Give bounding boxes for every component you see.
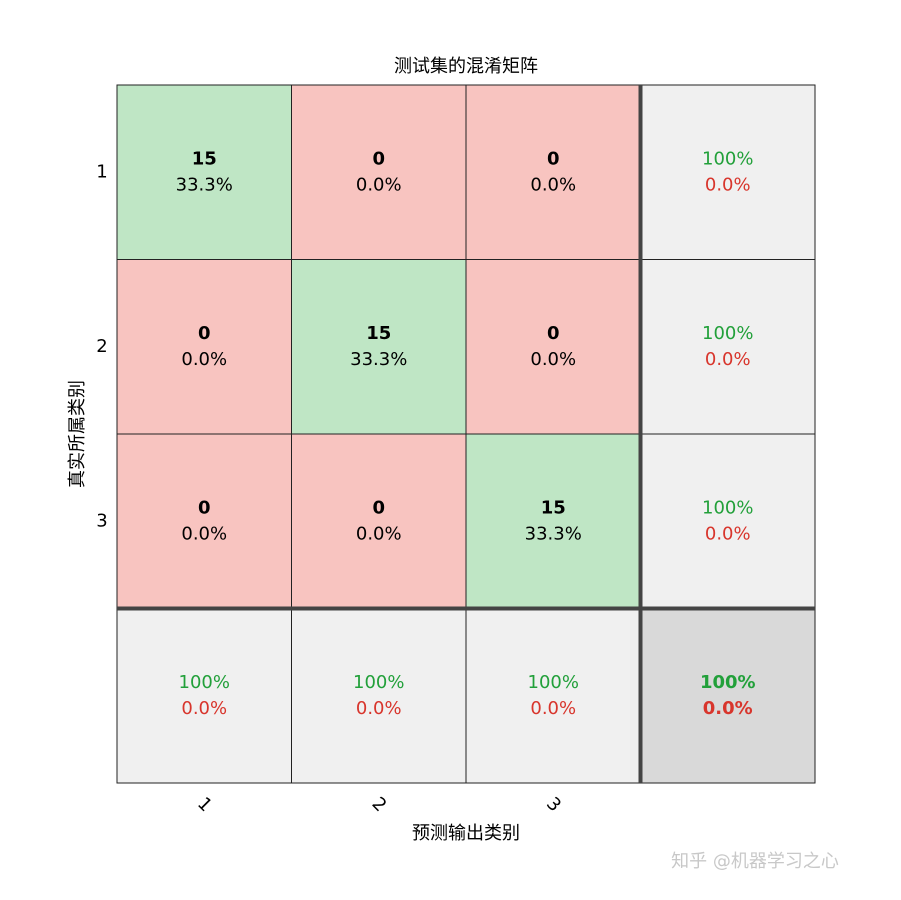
- column-summary: [465, 608, 641, 784]
- matrix-cell: [291, 433, 467, 609]
- cell-percent: 0.0%: [181, 523, 227, 544]
- matrix-cell: [116, 433, 292, 609]
- total-summary-bad: 0.0%: [703, 698, 753, 719]
- y-tick-label: 1: [96, 161, 107, 182]
- matrix-cell: [291, 259, 467, 435]
- cell-count: 0: [372, 148, 385, 169]
- column-summary-bad: 0.0%: [181, 698, 227, 719]
- cell-percent: 0.0%: [356, 523, 402, 544]
- column-summary-bad: 0.0%: [356, 698, 402, 719]
- column-summary-good: 100%: [528, 672, 579, 693]
- cell-count: 0: [198, 497, 211, 518]
- row-summary: [640, 84, 816, 260]
- cell-percent: 33.3%: [350, 349, 407, 370]
- y-tick-label: 3: [96, 510, 107, 531]
- column-summary-good: 100%: [179, 672, 230, 693]
- cell-percent: 33.3%: [176, 174, 233, 195]
- y-tick-label: 2: [96, 336, 107, 357]
- row-summary-bad: 0.0%: [705, 523, 751, 544]
- x-axis-label: 预测输出类别: [412, 823, 520, 844]
- matrix-cell: [465, 259, 641, 435]
- column-summary-good: 100%: [353, 672, 404, 693]
- cell-percent: 0.0%: [181, 349, 227, 370]
- cell-count: 15: [192, 148, 217, 169]
- cell-count: 0: [547, 323, 560, 344]
- matrix-cell: [465, 84, 641, 260]
- cell-count: 15: [366, 323, 391, 344]
- row-summary-good: 100%: [702, 148, 753, 169]
- column-summary: [291, 608, 467, 784]
- y-axis-label: 真实所属类别: [67, 380, 88, 488]
- column-summary: [116, 608, 292, 784]
- matrix-cell: [116, 259, 292, 435]
- matrix-cell: [116, 84, 292, 260]
- cell-count: 0: [547, 148, 560, 169]
- cell-count: 15: [541, 497, 566, 518]
- matrix-cell: [291, 84, 467, 260]
- row-summary-good: 100%: [702, 497, 753, 518]
- row-summary: [640, 433, 816, 609]
- matrix-cell: [465, 433, 641, 609]
- row-summary: [640, 259, 816, 435]
- cell-percent: 0.0%: [530, 174, 576, 195]
- cell-percent: 0.0%: [530, 349, 576, 370]
- cell-count: 0: [372, 497, 385, 518]
- total-summary-good: 100%: [700, 672, 756, 693]
- watermark: 知乎 @机器学习之心: [671, 851, 839, 872]
- cell-count: 0: [198, 323, 211, 344]
- cell-percent: 33.3%: [525, 523, 582, 544]
- row-summary-good: 100%: [702, 323, 753, 344]
- cell-percent: 0.0%: [356, 174, 402, 195]
- chart-title: 测试集的混淆矩阵: [394, 56, 538, 77]
- row-summary-bad: 0.0%: [705, 349, 751, 370]
- total-summary: [640, 608, 816, 784]
- column-summary-bad: 0.0%: [530, 698, 576, 719]
- row-summary-bad: 0.0%: [705, 174, 751, 195]
